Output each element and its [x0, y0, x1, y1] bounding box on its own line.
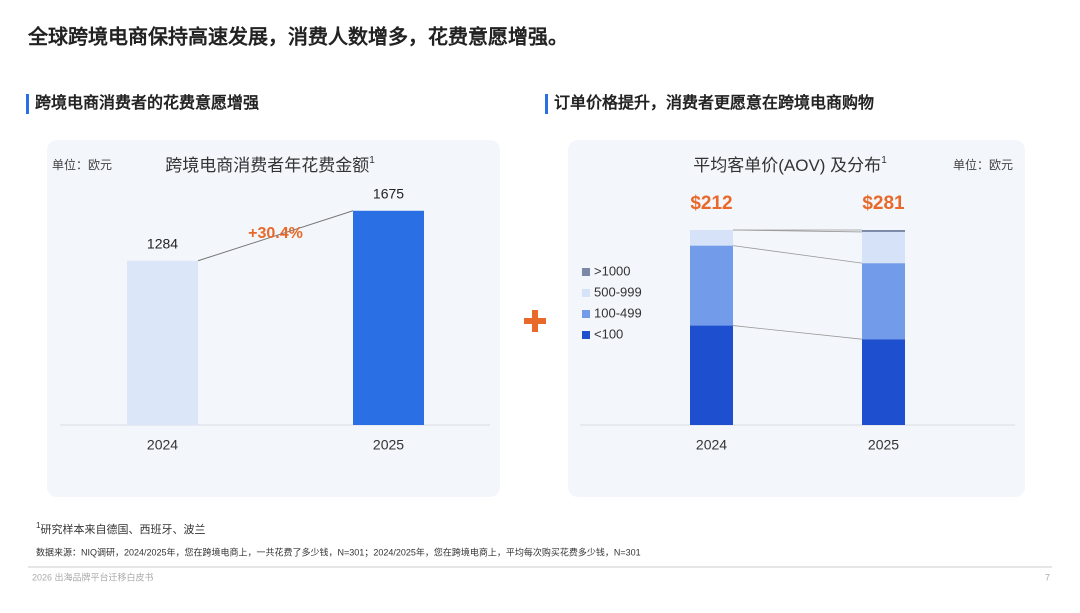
bar-segment	[862, 230, 905, 232]
legend-label: 500-999	[594, 284, 642, 299]
title-text: 平均客单价(AOV) 及分布	[693, 156, 881, 175]
value-label: 1284	[147, 235, 178, 251]
annotation: +30.4%	[248, 225, 303, 242]
section-heading: 订单价格提升，消费者更愿意在跨境电商购物	[554, 93, 874, 112]
bar-segment	[862, 339, 905, 425]
legend-label: 100-499	[594, 305, 642, 320]
legend-swatch	[582, 331, 590, 339]
aov-label: $281	[862, 193, 905, 214]
connector	[732, 245, 863, 264]
footer-text: 2026 出海品牌平台迁移白皮书	[32, 571, 154, 582]
legend-swatch	[582, 289, 590, 297]
legend-label: <100	[594, 326, 623, 341]
unit-label: 单位：欧元	[52, 157, 112, 172]
connector	[197, 210, 354, 262]
legend-swatch	[582, 310, 590, 318]
x-tick-label: 2024	[147, 437, 178, 453]
x-tick-label: 2024	[696, 437, 727, 453]
bar-segment	[690, 245, 733, 326]
source: 数据来源：NIQ调研，2024/2025年，您在跨境电商上，一共花费了多少钱，N…	[36, 546, 641, 557]
unit-label: 单位：欧元	[953, 157, 1013, 172]
slide-title: 全球跨境电商保持高速发展，消费人数增多，花费意愿增强。	[27, 24, 568, 48]
title-note: 1	[369, 155, 375, 166]
panel	[47, 140, 500, 497]
footnote-text: 研究样本来自德国、西班牙、波兰	[40, 522, 205, 536]
panel	[568, 140, 1025, 497]
x-tick-label: 2025	[868, 437, 899, 453]
plus-icon	[524, 310, 546, 332]
heading-bar	[545, 94, 548, 114]
x-tick-label: 2025	[373, 437, 404, 453]
bar	[353, 210, 424, 425]
title-text: 跨境电商消费者年花费金额	[165, 156, 369, 175]
legend-label: >1000	[594, 263, 631, 278]
chart-title: 平均客单价(AOV) 及分布1	[693, 155, 887, 176]
heading-bar	[26, 94, 29, 114]
title-note: 1	[881, 155, 887, 166]
connector	[732, 325, 863, 340]
aov-label: $212	[690, 193, 732, 214]
footnote-mark: 1	[36, 521, 41, 530]
page-number: 7	[1045, 572, 1050, 582]
chart-title: 跨境电商消费者年花费金额1	[165, 155, 375, 176]
bar-segment	[690, 325, 733, 425]
bar-segment	[690, 230, 733, 246]
section-heading: 跨境电商消费者的花费意愿增强	[35, 93, 259, 112]
bar-segment	[862, 263, 905, 340]
bar	[127, 260, 198, 425]
footnote: 1研究样本来自德国、西班牙、波兰	[36, 521, 205, 536]
value-label: 1675	[373, 185, 404, 201]
legend-swatch	[582, 268, 590, 276]
bar-segment	[862, 231, 905, 264]
